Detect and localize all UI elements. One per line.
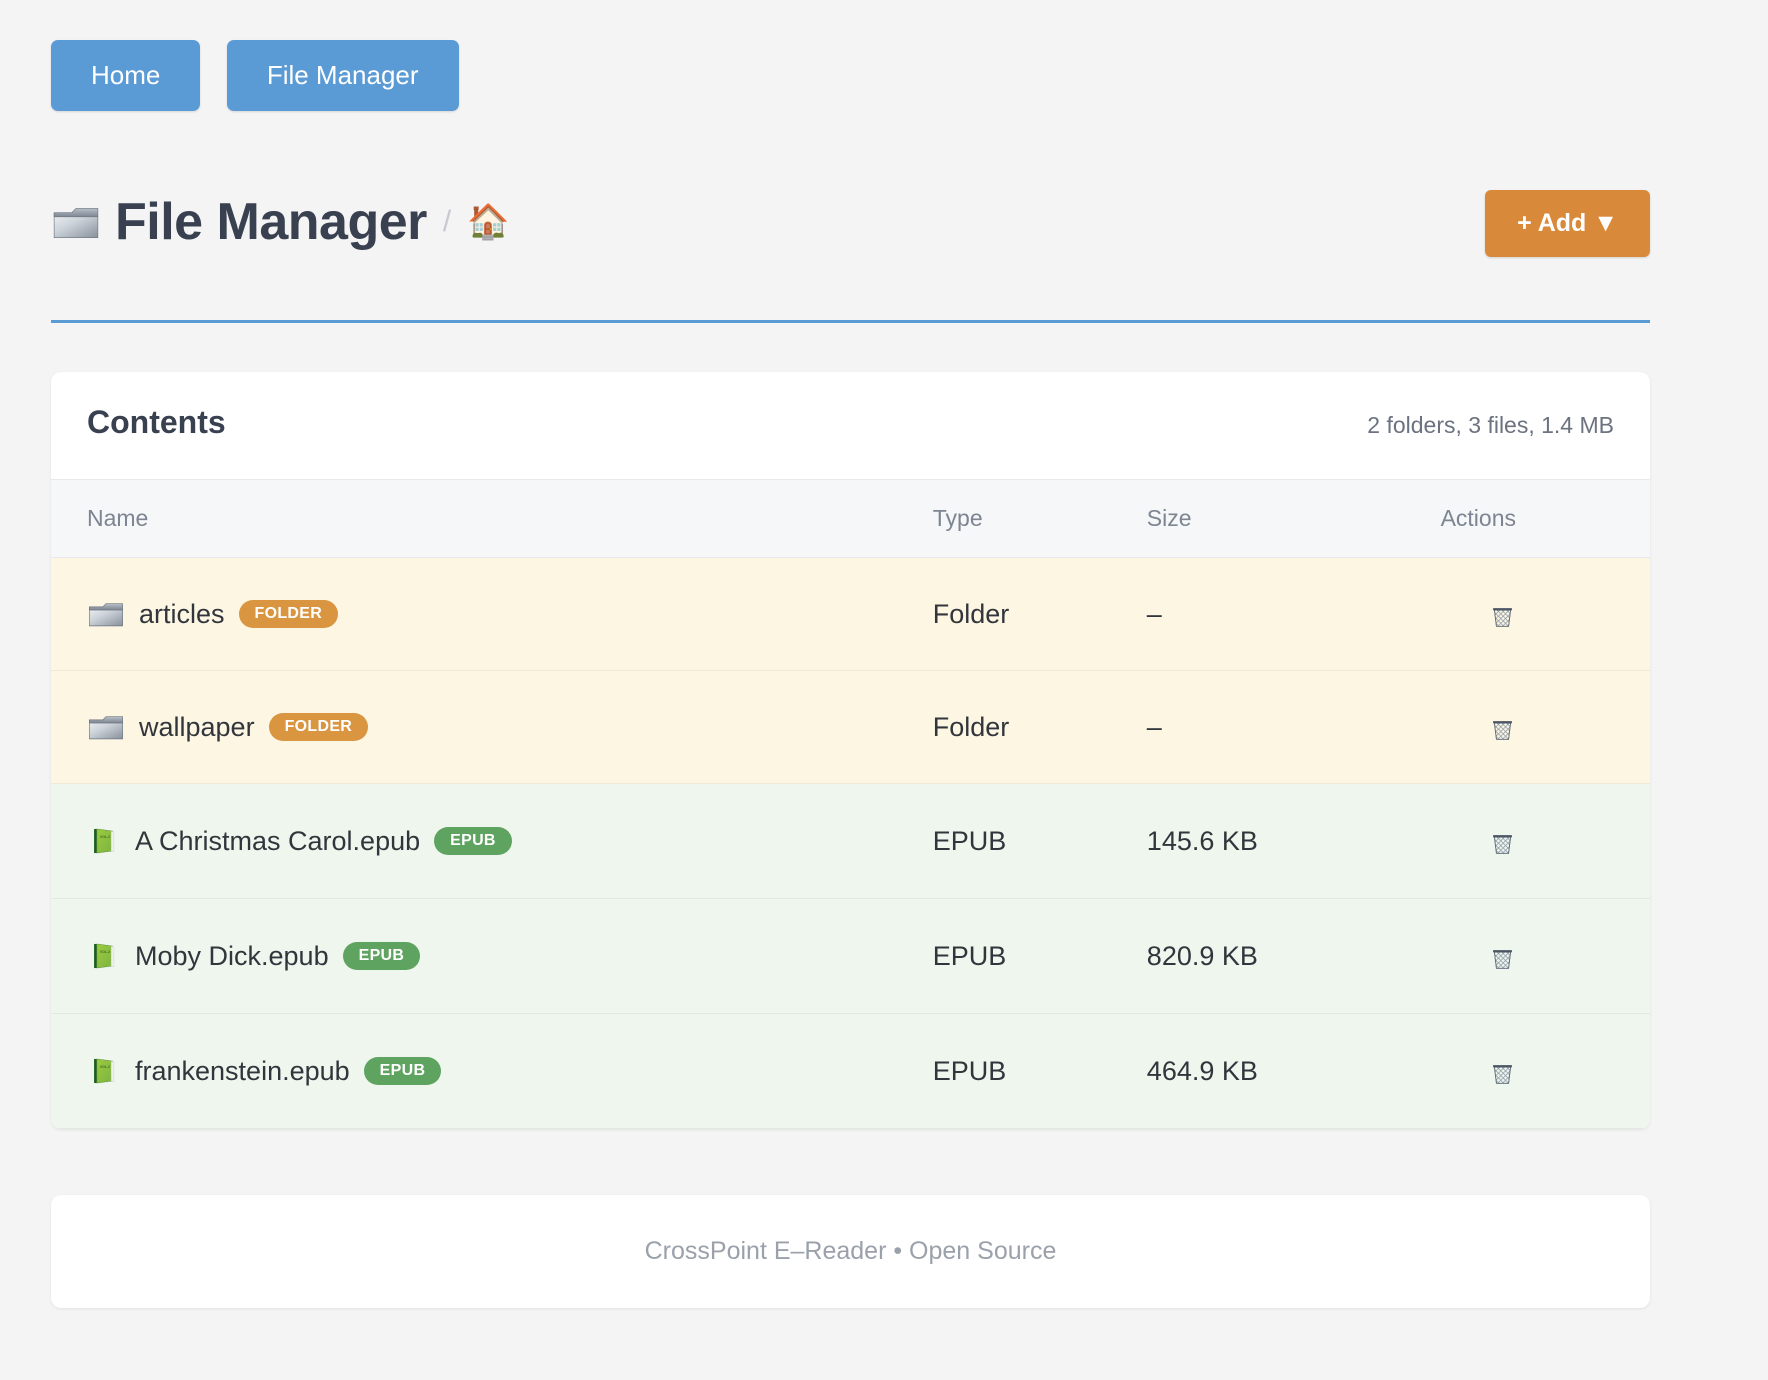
svg-text:VOL.2: VOL.2: [100, 1065, 110, 1069]
svg-text:VOL.2: VOL.2: [100, 835, 110, 839]
svg-text:VOL.2: VOL.2: [100, 950, 110, 954]
